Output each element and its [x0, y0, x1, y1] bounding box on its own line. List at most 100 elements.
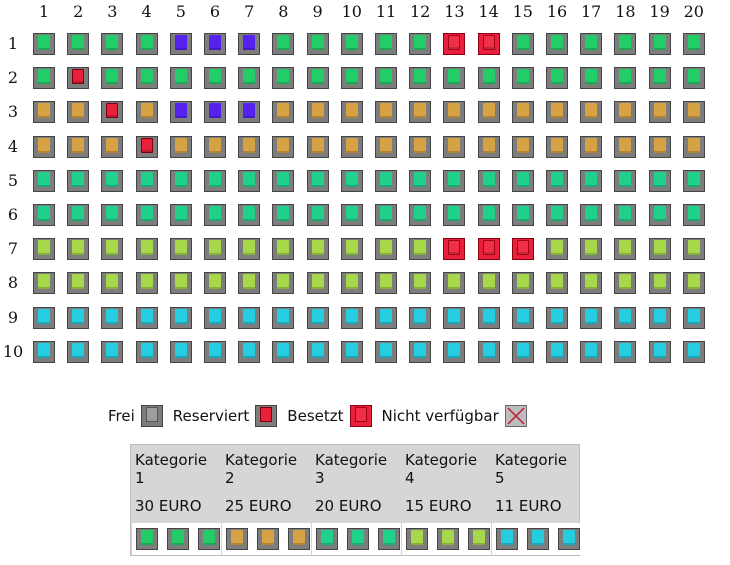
seat[interactable]	[443, 272, 466, 295]
seat[interactable]	[135, 306, 158, 329]
seat[interactable]	[580, 135, 603, 158]
seat[interactable]	[409, 33, 432, 55]
seat[interactable]	[580, 33, 603, 55]
seat[interactable]	[67, 33, 90, 55]
seat[interactable]	[682, 135, 705, 158]
seat[interactable]	[306, 135, 329, 158]
seat[interactable]	[33, 340, 55, 363]
seat[interactable]	[340, 135, 363, 158]
seat[interactable]	[375, 169, 397, 192]
seat[interactable]	[204, 272, 226, 295]
seat[interactable]	[306, 204, 329, 226]
seat[interactable]	[511, 67, 534, 90]
seat[interactable]	[443, 306, 466, 329]
seat[interactable]	[238, 169, 261, 192]
seat[interactable]	[614, 204, 637, 226]
seat[interactable]	[101, 33, 124, 55]
seat[interactable]	[135, 340, 158, 363]
seat[interactable]	[375, 67, 397, 90]
seat[interactable]	[648, 272, 671, 295]
seat[interactable]	[340, 272, 363, 295]
seat[interactable]	[33, 204, 55, 226]
seat[interactable]	[306, 340, 329, 363]
seat[interactable]	[238, 33, 261, 55]
seat[interactable]	[546, 135, 568, 158]
seat[interactable]	[135, 238, 158, 261]
seat[interactable]	[135, 169, 158, 192]
seat[interactable]	[375, 135, 397, 158]
seat[interactable]	[169, 306, 192, 329]
seat[interactable]	[340, 67, 363, 90]
seat[interactable]	[614, 135, 637, 158]
seat[interactable]	[546, 204, 568, 226]
seat[interactable]	[546, 33, 568, 55]
seat[interactable]	[511, 101, 534, 124]
seat[interactable]	[580, 169, 603, 192]
seat[interactable]	[409, 272, 432, 295]
seat[interactable]	[614, 33, 637, 55]
seat[interactable]	[614, 101, 637, 124]
seat[interactable]	[546, 101, 568, 124]
seat[interactable]	[409, 135, 432, 158]
seat[interactable]	[204, 101, 226, 124]
seat[interactable]	[614, 67, 637, 90]
seat[interactable]	[511, 204, 534, 226]
seat[interactable]	[67, 101, 90, 124]
seat[interactable]	[648, 101, 671, 124]
seat[interactable]	[169, 33, 192, 55]
seat[interactable]	[272, 340, 295, 363]
seat[interactable]	[272, 204, 295, 226]
seat[interactable]	[546, 67, 568, 90]
seat[interactable]	[409, 169, 432, 192]
seat[interactable]	[238, 272, 261, 295]
seat[interactable]	[33, 33, 55, 55]
seat[interactable]	[204, 33, 226, 55]
seat[interactable]	[375, 101, 397, 124]
seat[interactable]	[33, 306, 55, 329]
seat[interactable]	[340, 340, 363, 363]
seat[interactable]	[238, 204, 261, 226]
seat[interactable]	[169, 238, 192, 261]
seat[interactable]	[238, 238, 261, 261]
seat[interactable]	[169, 135, 192, 158]
seat[interactable]	[409, 101, 432, 124]
seat[interactable]	[682, 306, 705, 329]
seat[interactable]	[375, 238, 397, 261]
seat[interactable]	[67, 238, 90, 261]
seat[interactable]	[101, 272, 124, 295]
seat[interactable]	[443, 67, 466, 90]
seat[interactable]	[511, 135, 534, 158]
seat[interactable]	[614, 238, 637, 261]
seat[interactable]	[306, 33, 329, 55]
seat[interactable]	[272, 306, 295, 329]
seat[interactable]	[409, 204, 432, 226]
seat[interactable]	[409, 238, 432, 261]
seat[interactable]	[580, 340, 603, 363]
seat[interactable]	[101, 204, 124, 226]
seat[interactable]	[306, 169, 329, 192]
seat[interactable]	[477, 169, 500, 192]
seat[interactable]	[67, 340, 90, 363]
seat[interactable]	[546, 306, 568, 329]
seat[interactable]	[648, 204, 671, 226]
seat[interactable]	[169, 204, 192, 226]
seat[interactable]	[238, 67, 261, 90]
seat[interactable]	[511, 340, 534, 363]
seat[interactable]	[33, 101, 55, 124]
seat[interactable]	[272, 272, 295, 295]
seat[interactable]	[443, 169, 466, 192]
seat[interactable]	[682, 340, 705, 363]
seat[interactable]	[477, 67, 500, 90]
seat[interactable]	[375, 272, 397, 295]
seat[interactable]	[511, 33, 534, 55]
seat[interactable]	[272, 169, 295, 192]
seat[interactable]	[375, 204, 397, 226]
seat[interactable]	[67, 135, 90, 158]
seat[interactable]	[682, 67, 705, 90]
seat[interactable]	[204, 306, 226, 329]
seat[interactable]	[340, 306, 363, 329]
seat[interactable]	[238, 306, 261, 329]
seat[interactable]	[306, 67, 329, 90]
seat[interactable]	[238, 135, 261, 158]
seat[interactable]	[67, 204, 90, 226]
